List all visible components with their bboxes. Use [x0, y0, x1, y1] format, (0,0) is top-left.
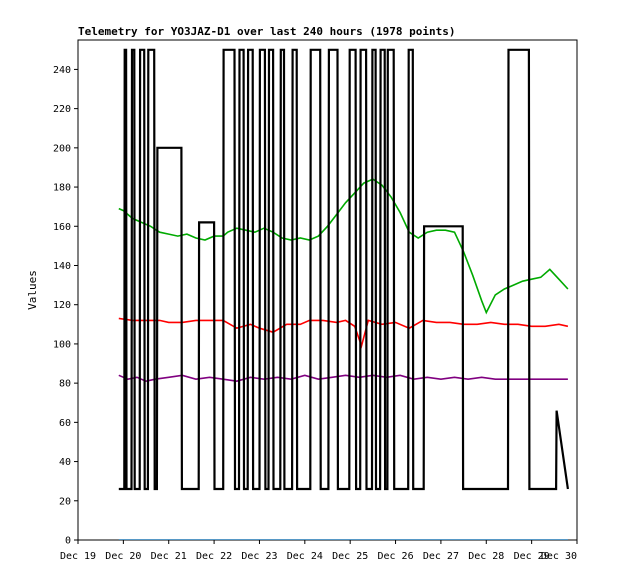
- y-tick-label: 60: [59, 418, 71, 429]
- x-tick-label: Dec 26: [377, 551, 413, 562]
- y-tick-label: 240: [53, 65, 71, 76]
- y-tick-label: 180: [53, 183, 71, 194]
- x-tick-label: Dec 29: [514, 551, 550, 562]
- y-tick-label: 0: [65, 536, 71, 547]
- x-tick-label: Dec 20: [105, 551, 141, 562]
- y-tick-label: 80: [59, 379, 71, 390]
- y-tick-label: 100: [53, 339, 71, 350]
- y-tick-label: 140: [53, 261, 71, 272]
- y-tick-label: 120: [53, 300, 71, 311]
- x-tick-label: Dec 30: [541, 551, 577, 562]
- y-axis-label: Values: [26, 270, 39, 310]
- x-tick-label: Dec 19: [60, 551, 96, 562]
- x-tick-label: Dec 24: [287, 551, 323, 562]
- x-tick-label: Dec 27: [423, 551, 459, 562]
- x-tick-label: Dec 21: [151, 551, 187, 562]
- y-tick-label: 20: [59, 496, 71, 507]
- chart-title: Telemetry for YO3JAZ-D1 over last 240 ho…: [78, 25, 456, 38]
- x-tick-label: Dec 23: [241, 551, 277, 562]
- y-tick-label: 200: [53, 143, 71, 154]
- series-line-2: [118, 374, 568, 383]
- x-tick-label: Dec 28: [468, 551, 504, 562]
- y-tick-label: 40: [59, 457, 71, 468]
- x-axis: Dec 19 Dec 20 Dec 21 Dec 22 Dec 23 Dec 24 Dec …: [60, 540, 578, 562]
- series-layer: [118, 48, 569, 540]
- x-tick-label: Dec 25: [332, 551, 368, 562]
- y-tick-label: 160: [53, 222, 71, 233]
- series-line-1: [118, 317, 569, 349]
- x-tick-label: Dec 22: [196, 551, 232, 562]
- series-line-3: [118, 48, 569, 491]
- y-tick-label: 220: [53, 104, 71, 115]
- y-axis: 0 20 40 60 80 100 120 140 160 180 200 220 240: [53, 65, 78, 547]
